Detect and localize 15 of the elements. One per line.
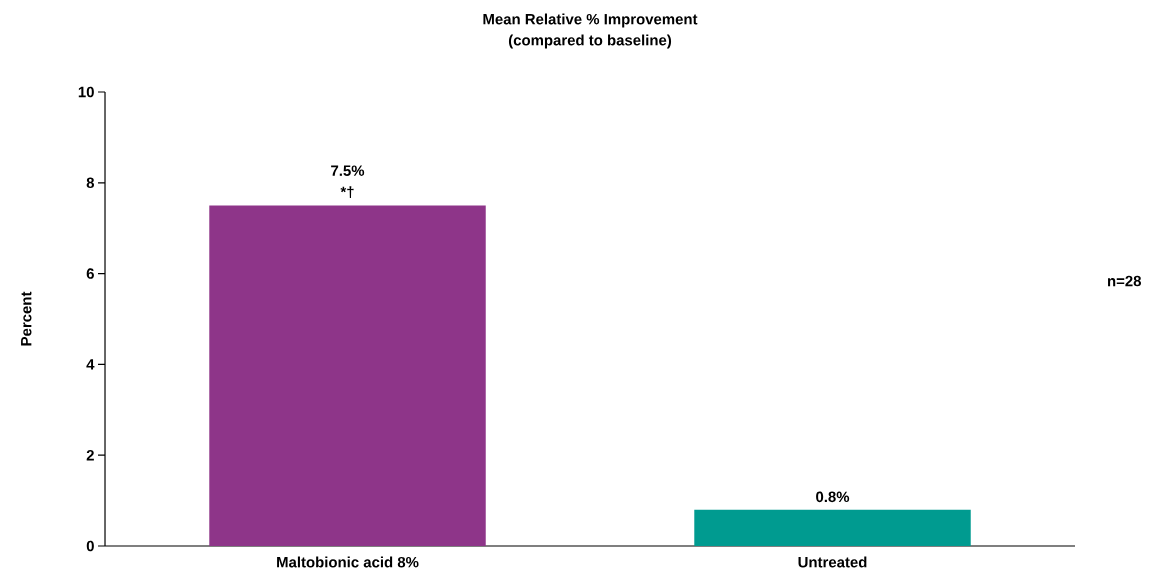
text: n=28: [1107, 275, 1142, 287]
y-tick-label: 2: [86, 449, 94, 461]
data-label: 0.8%: [816, 491, 850, 503]
y-tick-label: 0: [86, 540, 94, 552]
y-tick-label: 10: [78, 86, 94, 98]
chart-title: Mean Relative % Improvement: [483, 13, 698, 28]
y-tick-label: 6: [86, 268, 94, 279]
x-tick-label: Maltobionic acid 8%: [277, 556, 419, 568]
y-tick-label: 4: [86, 359, 95, 370]
chart-subtitle: (compared to baseline): [508, 34, 672, 49]
y-axis-title: Percent: [21, 291, 32, 346]
annotation: *†: [340, 186, 354, 198]
data-label: 7.5%: [331, 165, 365, 176]
x-tick-label: Untreated: [798, 556, 867, 568]
y-tick-label: 8: [86, 177, 95, 189]
